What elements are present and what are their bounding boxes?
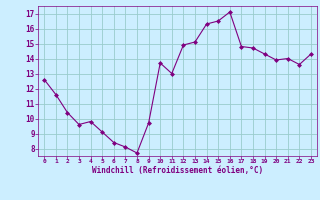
- X-axis label: Windchill (Refroidissement éolien,°C): Windchill (Refroidissement éolien,°C): [92, 166, 263, 175]
